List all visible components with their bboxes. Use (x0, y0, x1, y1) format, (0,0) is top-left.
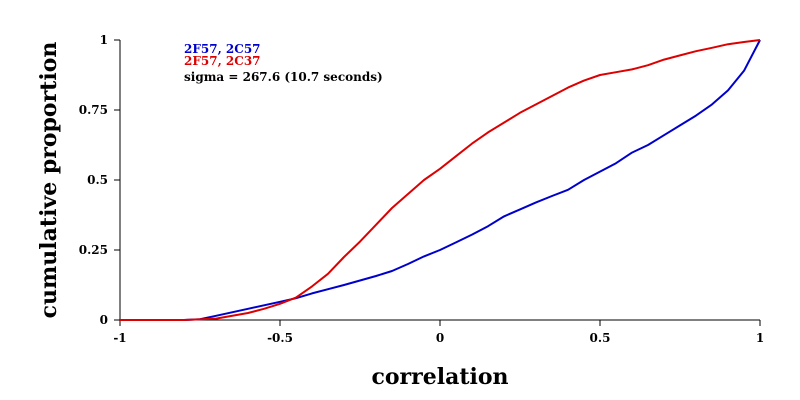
legend-entry-2: 2F57, 2C37 (184, 54, 261, 68)
x-axis-title: correlation (371, 364, 508, 390)
y-axis-title: cumulative proportion (36, 42, 62, 319)
series-line-2 (120, 39, 761, 321)
y-tick-label: 0.5 (87, 173, 108, 187)
y-tick-label: 0.75 (79, 103, 108, 117)
axes: 0 0.25 0.5 0.75 1 -1 -0.5 0 0.5 1 (79, 33, 764, 345)
y-tick-label: 0 (100, 313, 108, 327)
x-tick-label: -0.5 (267, 331, 293, 345)
x-tick-label: 0.5 (590, 331, 611, 345)
sigma-annotation: sigma = 267.6 (10.7 seconds) (184, 70, 383, 84)
x-tick-label: 1 (756, 331, 764, 345)
x-tick-label: 0 (436, 331, 444, 345)
x-tick-label: -1 (113, 331, 126, 345)
series-lines (120, 39, 761, 321)
y-tick-label: 1 (100, 33, 108, 47)
legend-entry-1: 2F57, 2C57 (184, 42, 261, 56)
y-tick-label: 0.25 (79, 243, 108, 257)
